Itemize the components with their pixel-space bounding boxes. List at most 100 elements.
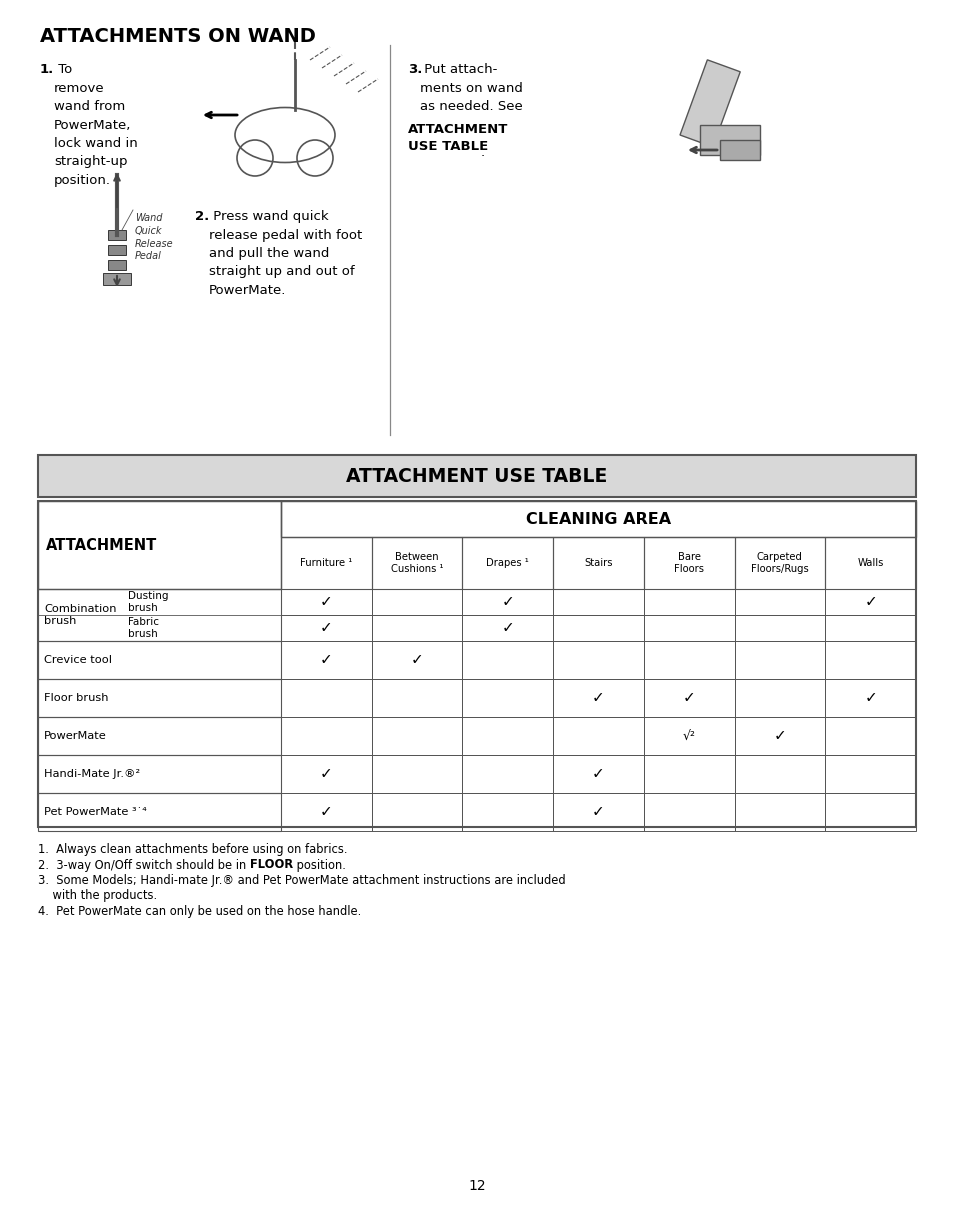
Bar bbox=[643, 589, 734, 615]
Bar bbox=[281, 537, 372, 589]
Bar bbox=[643, 642, 734, 679]
Bar bbox=[372, 537, 462, 589]
Text: 2.: 2. bbox=[194, 210, 209, 224]
Text: Furniture ¹: Furniture ¹ bbox=[300, 558, 352, 567]
Bar bbox=[108, 245, 126, 255]
Bar bbox=[281, 642, 372, 679]
Text: Press wand quick
release pedal with foot
and pull the wand
straight up and out o: Press wand quick release pedal with foot… bbox=[209, 210, 362, 296]
Bar bbox=[462, 615, 553, 642]
Bar bbox=[734, 537, 824, 589]
Text: Drapes ¹: Drapes ¹ bbox=[486, 558, 529, 567]
Text: ✓: ✓ bbox=[773, 729, 785, 744]
Text: Combination
brush: Combination brush bbox=[44, 604, 116, 626]
Bar bbox=[824, 642, 915, 679]
Bar bbox=[824, 755, 915, 793]
Text: Handi-Mate Jr.®²: Handi-Mate Jr.®² bbox=[44, 769, 140, 779]
Text: 1.  Always clean attachments before using on fabrics.: 1. Always clean attachments before using… bbox=[38, 843, 347, 857]
Bar bbox=[643, 537, 734, 589]
Text: ✓: ✓ bbox=[592, 767, 604, 781]
Bar bbox=[281, 501, 915, 537]
Text: ✓: ✓ bbox=[319, 652, 333, 667]
Text: PowerMate: PowerMate bbox=[44, 731, 107, 741]
Text: ATTACHMENT
USE TABLE: ATTACHMENT USE TABLE bbox=[408, 123, 508, 153]
Text: ✓: ✓ bbox=[319, 804, 333, 819]
Text: Pet PowerMate ³˙⁴: Pet PowerMate ³˙⁴ bbox=[44, 807, 147, 816]
Bar bbox=[281, 793, 372, 831]
Bar bbox=[372, 589, 462, 615]
Bar bbox=[38, 501, 281, 589]
Text: Crevice tool: Crevice tool bbox=[44, 655, 112, 665]
Bar bbox=[553, 793, 643, 831]
Bar bbox=[281, 615, 372, 642]
Text: Floor brush: Floor brush bbox=[44, 693, 109, 703]
Bar bbox=[824, 589, 915, 615]
Text: √²: √² bbox=[682, 729, 695, 742]
Bar bbox=[38, 589, 281, 642]
Text: 1.: 1. bbox=[40, 63, 54, 77]
Bar bbox=[372, 642, 462, 679]
Bar bbox=[734, 679, 824, 717]
Bar bbox=[553, 679, 643, 717]
Bar bbox=[734, 615, 824, 642]
Bar bbox=[372, 793, 462, 831]
Text: ✓: ✓ bbox=[501, 594, 514, 610]
Text: ATTACHMENT: ATTACHMENT bbox=[46, 537, 157, 553]
Bar bbox=[643, 793, 734, 831]
Bar bbox=[108, 260, 126, 270]
Bar bbox=[553, 615, 643, 642]
Bar bbox=[643, 755, 734, 793]
Bar bbox=[38, 679, 281, 717]
Text: To
remove
wand from
PowerMate,
lock wand in
straight-up
position.: To remove wand from PowerMate, lock wand… bbox=[54, 63, 137, 187]
Bar bbox=[462, 537, 553, 589]
Text: Carpeted
Floors/Rugs: Carpeted Floors/Rugs bbox=[750, 552, 808, 575]
Bar bbox=[824, 615, 915, 642]
Text: ✓: ✓ bbox=[863, 690, 876, 706]
Bar bbox=[281, 717, 372, 755]
Bar bbox=[824, 537, 915, 589]
Bar bbox=[824, 679, 915, 717]
Bar bbox=[38, 793, 281, 831]
Bar bbox=[462, 755, 553, 793]
Bar bbox=[462, 717, 553, 755]
Bar bbox=[553, 755, 643, 793]
Text: FLOOR: FLOOR bbox=[250, 859, 293, 871]
Bar bbox=[824, 717, 915, 755]
Bar bbox=[462, 642, 553, 679]
Text: ✓: ✓ bbox=[319, 594, 333, 610]
Text: 3.: 3. bbox=[408, 63, 422, 77]
Bar bbox=[700, 125, 760, 156]
Bar bbox=[720, 140, 760, 160]
Text: .: . bbox=[480, 146, 485, 159]
Bar bbox=[734, 642, 824, 679]
Bar bbox=[643, 717, 734, 755]
Text: ✓: ✓ bbox=[410, 652, 423, 667]
Bar bbox=[734, 717, 824, 755]
Text: 3.  Some Models; Handi-mate Jr.® and Pet PowerMate attachment instructions are i: 3. Some Models; Handi-mate Jr.® and Pet … bbox=[38, 874, 565, 887]
Text: ATTACHMENTS ON WAND: ATTACHMENTS ON WAND bbox=[40, 27, 315, 46]
Text: ✓: ✓ bbox=[501, 621, 514, 635]
Text: Wand
Quick
Release
Pedal: Wand Quick Release Pedal bbox=[135, 213, 173, 261]
Bar bbox=[38, 454, 915, 497]
Bar bbox=[372, 717, 462, 755]
Bar bbox=[734, 755, 824, 793]
Bar bbox=[281, 679, 372, 717]
Bar bbox=[553, 589, 643, 615]
Bar bbox=[679, 60, 740, 147]
Text: ✓: ✓ bbox=[319, 621, 333, 635]
Bar bbox=[38, 755, 281, 793]
Text: 2.  3-way On/Off switch should be in: 2. 3-way On/Off switch should be in bbox=[38, 859, 250, 871]
Bar bbox=[462, 589, 553, 615]
Bar bbox=[108, 230, 126, 241]
Bar bbox=[734, 793, 824, 831]
Text: ATTACHMENT USE TABLE: ATTACHMENT USE TABLE bbox=[346, 467, 607, 486]
Text: ✓: ✓ bbox=[319, 767, 333, 781]
Bar bbox=[462, 679, 553, 717]
Bar bbox=[553, 642, 643, 679]
Bar bbox=[281, 589, 372, 615]
Bar bbox=[734, 589, 824, 615]
Bar bbox=[372, 755, 462, 793]
Bar bbox=[553, 717, 643, 755]
Text: with the products.: with the products. bbox=[38, 889, 157, 903]
Text: CLEANING AREA: CLEANING AREA bbox=[525, 512, 670, 526]
Bar bbox=[553, 537, 643, 589]
